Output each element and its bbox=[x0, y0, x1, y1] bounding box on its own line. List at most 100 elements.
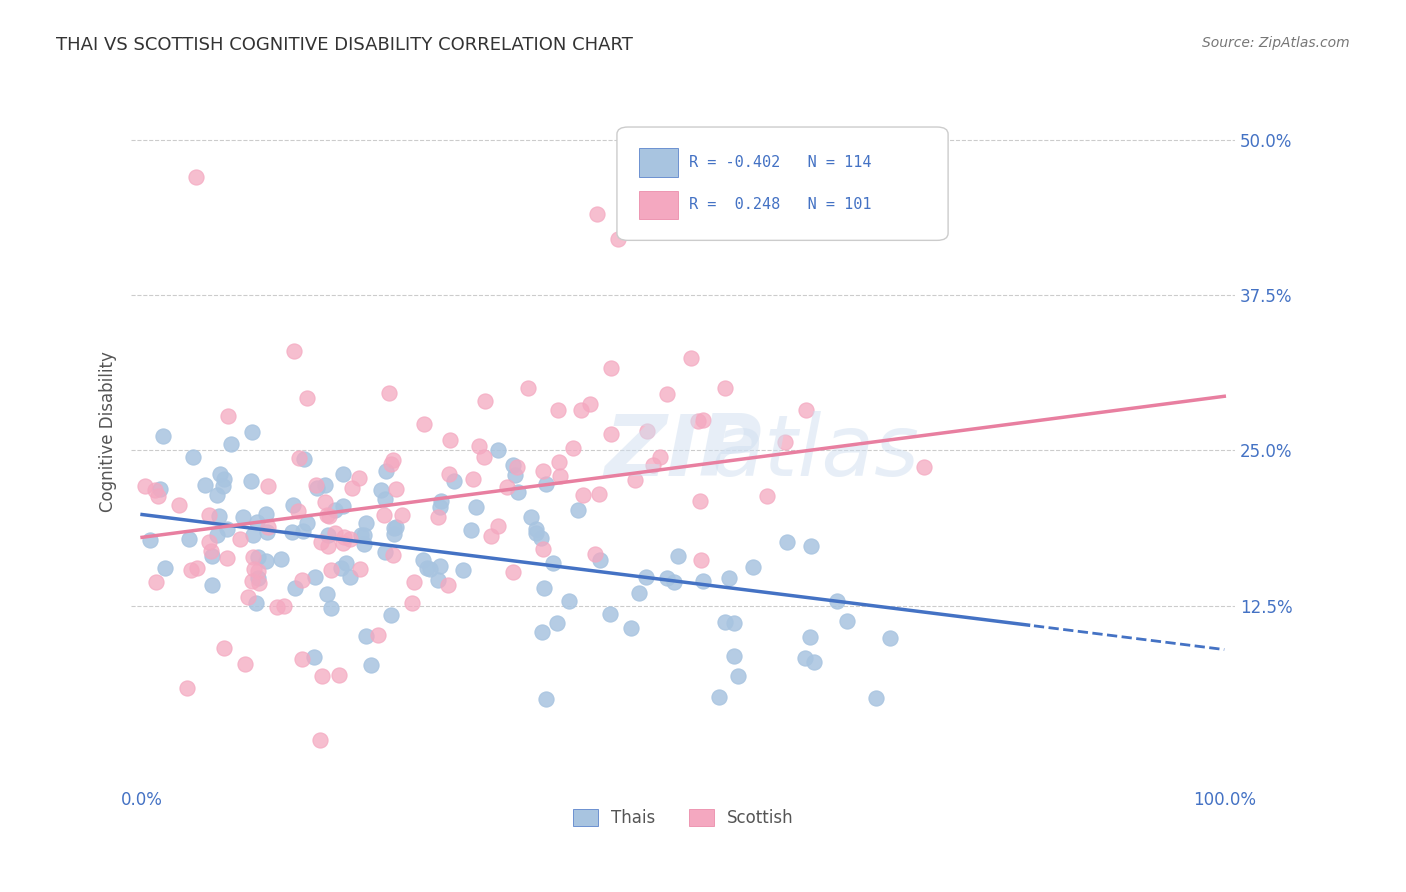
Point bbox=[583, 547, 606, 561]
Point bbox=[240, 574, 263, 589]
Point bbox=[325, 503, 347, 517]
Point bbox=[176, 681, 198, 695]
Point bbox=[380, 608, 402, 623]
Point bbox=[217, 409, 239, 423]
Point bbox=[270, 552, 292, 566]
Point bbox=[350, 528, 373, 542]
Point bbox=[384, 519, 406, 533]
Point bbox=[879, 631, 901, 645]
Point bbox=[713, 615, 735, 630]
Point bbox=[212, 472, 235, 486]
Point bbox=[200, 544, 222, 558]
Bar bbox=[638, 148, 678, 177]
Point bbox=[600, 426, 623, 441]
Point bbox=[666, 549, 689, 563]
Point bbox=[198, 534, 221, 549]
Point bbox=[506, 459, 529, 474]
Point bbox=[257, 479, 280, 493]
Point bbox=[143, 483, 166, 497]
Point bbox=[349, 562, 371, 576]
Point bbox=[186, 561, 208, 575]
Point bbox=[318, 508, 340, 523]
Point bbox=[316, 528, 339, 542]
Point bbox=[302, 650, 325, 665]
Text: R =  0.248   N = 101: R = 0.248 N = 101 bbox=[689, 197, 872, 212]
Point bbox=[550, 469, 572, 483]
Point bbox=[283, 498, 305, 512]
Point bbox=[384, 521, 406, 535]
Point bbox=[534, 691, 557, 706]
Point bbox=[588, 487, 610, 501]
Point bbox=[429, 500, 451, 515]
Point bbox=[692, 574, 714, 589]
Point bbox=[657, 571, 679, 585]
Point bbox=[569, 402, 592, 417]
Point bbox=[686, 413, 709, 427]
Point bbox=[461, 472, 484, 486]
Point bbox=[443, 474, 465, 488]
Point bbox=[692, 412, 714, 426]
Point bbox=[474, 394, 496, 409]
Point bbox=[530, 531, 553, 545]
Point bbox=[139, 533, 162, 547]
Point bbox=[246, 515, 269, 529]
Point bbox=[382, 527, 405, 541]
Point bbox=[291, 573, 314, 587]
Point bbox=[865, 691, 887, 706]
Point bbox=[246, 550, 269, 565]
Point bbox=[332, 467, 354, 481]
Point bbox=[247, 565, 270, 579]
Point bbox=[194, 478, 217, 492]
Point bbox=[273, 599, 295, 613]
Point bbox=[304, 570, 326, 584]
Point bbox=[287, 504, 309, 518]
Point bbox=[794, 650, 817, 665]
Point bbox=[620, 621, 643, 635]
Point bbox=[354, 629, 377, 643]
Point bbox=[256, 524, 278, 539]
Point bbox=[211, 479, 233, 493]
Point bbox=[655, 387, 678, 401]
Point bbox=[233, 657, 256, 672]
Point bbox=[238, 591, 260, 605]
Point bbox=[145, 575, 167, 590]
Point bbox=[429, 558, 451, 573]
Point bbox=[332, 536, 354, 550]
Point bbox=[558, 593, 581, 607]
Point bbox=[228, 532, 250, 546]
Point bbox=[548, 455, 571, 469]
Point bbox=[624, 473, 647, 487]
Point bbox=[607, 232, 630, 246]
Point bbox=[217, 550, 239, 565]
Point bbox=[723, 616, 745, 631]
Point bbox=[460, 524, 482, 538]
Point bbox=[837, 614, 859, 628]
Point bbox=[634, 569, 657, 583]
Point bbox=[339, 532, 361, 546]
Point bbox=[254, 554, 277, 568]
Point bbox=[205, 528, 228, 542]
Point bbox=[305, 481, 328, 495]
Point bbox=[247, 575, 270, 590]
Point bbox=[689, 493, 711, 508]
Point bbox=[385, 482, 408, 496]
Point bbox=[212, 640, 235, 655]
Point bbox=[912, 459, 935, 474]
Point bbox=[330, 561, 353, 575]
Point bbox=[472, 450, 495, 464]
Point bbox=[266, 599, 288, 614]
Point bbox=[662, 575, 685, 590]
Point bbox=[152, 428, 174, 442]
Point bbox=[524, 522, 547, 536]
Point bbox=[342, 481, 364, 495]
Point bbox=[180, 563, 202, 577]
Point bbox=[717, 571, 740, 585]
Point bbox=[281, 525, 304, 540]
Point bbox=[585, 207, 607, 221]
Point bbox=[401, 596, 423, 610]
Point bbox=[505, 468, 527, 483]
Point bbox=[309, 534, 332, 549]
Point bbox=[803, 655, 825, 669]
Point bbox=[207, 487, 229, 501]
Point bbox=[519, 509, 541, 524]
